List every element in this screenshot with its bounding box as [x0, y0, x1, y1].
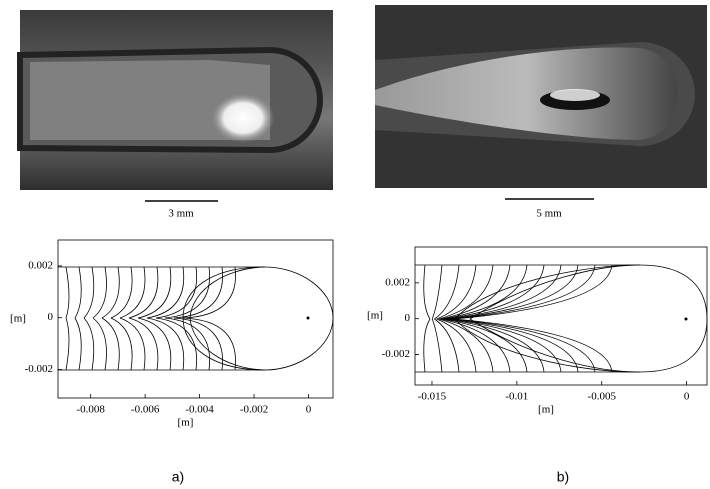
- y-axis-label: [m]: [10, 313, 26, 325]
- streamline: [120, 267, 145, 318]
- streamline: [102, 318, 119, 370]
- x-tick-label: -0.006: [131, 404, 160, 416]
- streamline: [454, 319, 612, 372]
- streamline: [75, 267, 81, 318]
- streamline: [147, 318, 184, 370]
- x-axis-label: [m]: [178, 417, 194, 429]
- y-tick-label: 0.002: [28, 259, 53, 271]
- y-tick-label: 0: [48, 311, 54, 323]
- scale-label: 3 mm: [168, 208, 194, 220]
- y-axis-label: [m]: [367, 310, 383, 322]
- streamline: [75, 318, 81, 370]
- streamline: [165, 318, 210, 370]
- x-tick-label: -0.004: [185, 404, 214, 416]
- y-tick-label: -0.002: [382, 348, 410, 360]
- streamline: [93, 267, 107, 318]
- y-tick-label: 0: [405, 312, 411, 324]
- panel-label: b): [557, 469, 569, 485]
- x-tick-label: -0.002: [240, 404, 268, 416]
- streamline: [111, 267, 132, 318]
- photo-a: [20, 10, 333, 190]
- x-axis-label: [m]: [538, 404, 554, 416]
- panel-label: a): [172, 469, 184, 485]
- x-tick-label: 0: [306, 404, 312, 416]
- scale-label: 5 mm: [536, 208, 562, 220]
- streamline: [165, 267, 210, 318]
- y-tick-label: 0.002: [385, 276, 410, 288]
- streamline: [120, 318, 145, 370]
- streamline: [147, 267, 184, 318]
- streamline: [448, 319, 561, 372]
- streamline: [452, 319, 595, 372]
- photo-b: [375, 5, 707, 188]
- streamline: [432, 319, 442, 372]
- streamline: [66, 267, 69, 318]
- figure: 3 mm 5 mm a) b) -0.008 -0.006 -0.004 -0.002…: [0, 0, 710, 489]
- streamline: [102, 267, 119, 318]
- streamline: [448, 265, 561, 319]
- streamline: [84, 267, 94, 318]
- streamline: [432, 265, 442, 319]
- streamline: [452, 265, 595, 319]
- streamline: [84, 318, 94, 370]
- streamline: [156, 318, 197, 370]
- x-tick-label: -0.008: [76, 404, 105, 416]
- streamline: [424, 319, 430, 372]
- y-tick-label: -0.002: [25, 363, 53, 375]
- x-tick-label: -0.005: [588, 391, 617, 403]
- streamline: [437, 265, 476, 319]
- streamline: [138, 318, 171, 370]
- streamline: [66, 318, 69, 370]
- x-tick-label: -0.015: [418, 391, 447, 403]
- streamline: [111, 318, 132, 370]
- streamline: [93, 318, 107, 370]
- streamline: [434, 319, 459, 372]
- streamline: [434, 265, 459, 319]
- x-tick-label: -0.01: [505, 391, 528, 403]
- x-tick-label: 0: [684, 391, 690, 403]
- streamline: [138, 267, 171, 318]
- pool-shape-a: [58, 267, 333, 370]
- streamline: [437, 319, 476, 372]
- streamline: [156, 267, 197, 318]
- streamline: [424, 265, 430, 319]
